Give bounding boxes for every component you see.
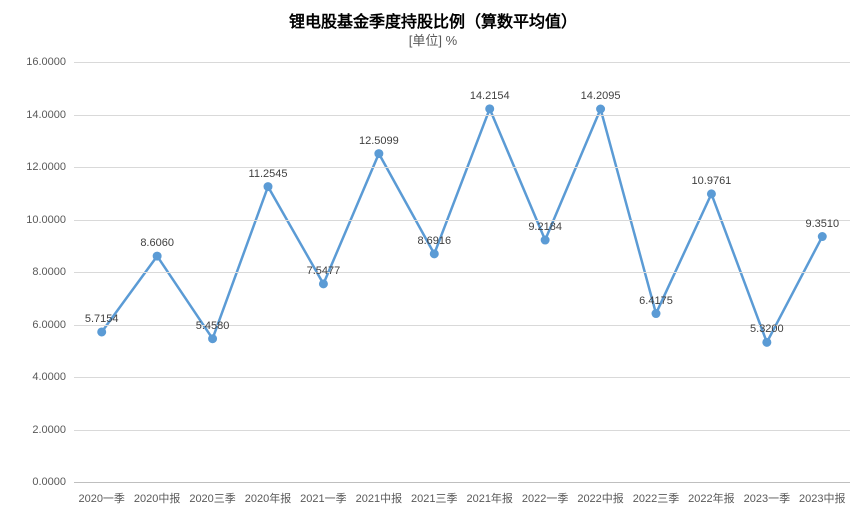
chart-container: 锂电股基金季度持股比例（算数平均值） [单位] % 0.00002.00004.… — [0, 0, 866, 532]
data-label: 8.6060 — [140, 237, 174, 249]
y-tick-label: 16.0000 — [4, 56, 66, 68]
y-tick-label: 6.0000 — [4, 319, 66, 331]
data-point — [319, 280, 327, 288]
data-point — [153, 252, 161, 260]
data-label: 8.6916 — [417, 235, 451, 247]
data-point — [541, 236, 549, 244]
data-label: 14.2154 — [470, 90, 510, 102]
data-label: 6.4175 — [639, 295, 673, 307]
y-tick-label: 2.0000 — [4, 424, 66, 436]
data-label: 5.7154 — [85, 313, 119, 325]
gridline — [74, 272, 850, 273]
plot-area: 0.00002.00004.00006.00008.000010.000012.… — [74, 62, 850, 482]
y-tick-label: 8.0000 — [4, 266, 66, 278]
data-point — [375, 150, 383, 158]
x-tick-label: 2020中报 — [134, 490, 180, 506]
gridline — [74, 167, 850, 168]
data-label: 7.5477 — [307, 265, 341, 277]
gridline — [74, 430, 850, 431]
y-tick-label: 12.0000 — [4, 161, 66, 173]
x-tick-label: 2023一季 — [744, 490, 790, 506]
y-tick-label: 10.0000 — [4, 214, 66, 226]
x-tick-label: 2021中报 — [356, 490, 402, 506]
x-tick-label: 2021年报 — [466, 490, 512, 506]
gridline — [74, 482, 850, 483]
y-tick-label: 0.0000 — [4, 476, 66, 488]
gridline — [74, 220, 850, 221]
y-tick-label: 4.0000 — [4, 371, 66, 383]
chart-subtitle: [单位] % — [0, 30, 866, 49]
data-point — [430, 250, 438, 258]
x-tick-label: 2022年报 — [688, 490, 734, 506]
chart-title: 锂电股基金季度持股比例（算数平均值） — [0, 8, 866, 32]
x-tick-label: 2022一季 — [522, 490, 568, 506]
y-tick-label: 14.0000 — [4, 109, 66, 121]
data-point — [597, 105, 605, 113]
x-tick-label: 2020一季 — [78, 490, 124, 506]
data-label: 5.4580 — [196, 320, 230, 332]
data-label: 9.2184 — [528, 221, 562, 233]
data-label: 12.5099 — [359, 135, 399, 147]
data-label: 11.2545 — [249, 168, 288, 180]
data-label: 9.3510 — [805, 218, 839, 230]
data-point — [486, 105, 494, 113]
data-point — [707, 190, 715, 198]
x-tick-label: 2021一季 — [300, 490, 346, 506]
data-point — [264, 183, 272, 191]
series-line — [102, 109, 823, 343]
data-label: 10.9761 — [692, 175, 732, 187]
x-tick-label: 2023中报 — [799, 490, 845, 506]
x-tick-label: 2020三季 — [189, 490, 235, 506]
x-tick-label: 2021三季 — [411, 490, 457, 506]
data-point — [818, 233, 826, 241]
data-point — [763, 338, 771, 346]
x-tick-label: 2022三季 — [633, 490, 679, 506]
x-tick-label: 2020年报 — [245, 490, 291, 506]
gridline — [74, 115, 850, 116]
data-label: 14.2095 — [581, 90, 621, 102]
data-label: 5.3200 — [750, 323, 784, 335]
gridline — [74, 377, 850, 378]
gridline — [74, 325, 850, 326]
x-tick-label: 2022中报 — [577, 490, 623, 506]
data-point — [98, 328, 106, 336]
data-point — [209, 335, 217, 343]
gridline — [74, 62, 850, 63]
data-point — [652, 310, 660, 318]
